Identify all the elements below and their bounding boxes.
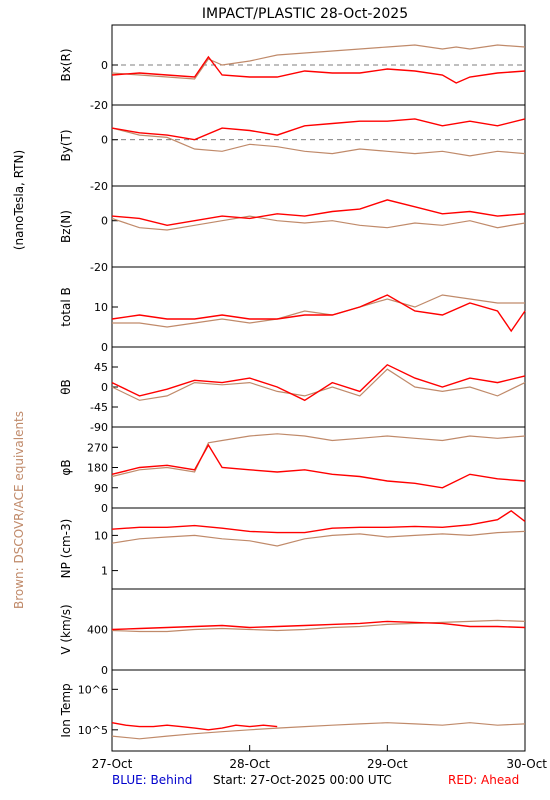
panel-temp: 10^6 10^5 Ion Temp — [59, 669, 526, 752]
footer-start: Start: 27-Oct-2025 00:00 UTC — [213, 773, 392, 787]
panel-ylabel: Ion Temp — [59, 683, 73, 737]
x-tick-label: 28-Oct — [229, 757, 270, 771]
y-tick-label: -20 — [90, 180, 108, 193]
y-tick-label: 10 — [94, 529, 108, 542]
side-label-brown: Brown: DSCOVR/ACE equivalents — [12, 411, 26, 609]
panel-bz: 0 -20 Bz(N) — [59, 185, 526, 274]
y-tick-label: 1 — [101, 565, 108, 578]
panel-frame — [111, 507, 526, 590]
series-brown — [111, 127, 526, 157]
y-tick-label: -20 — [90, 99, 108, 112]
y-tick-label: 45 — [94, 361, 108, 374]
panel-frame — [111, 669, 526, 752]
y-tick-label: 0 — [101, 59, 108, 72]
panel-ylabel: Bx(R) — [59, 48, 73, 81]
panel-v: 400 0 V (km/s) — [59, 588, 526, 677]
series-brown — [112, 294, 525, 328]
series-brown — [111, 44, 526, 80]
panel-frame — [111, 588, 526, 671]
y-tick-label: 180 — [87, 462, 108, 475]
side-label-units: (nanoTesla, RTN) — [12, 150, 26, 250]
panel-frame — [111, 185, 526, 268]
y-tick-label: 270 — [87, 441, 108, 454]
panel-ylabel: V (km/s) — [59, 604, 73, 654]
panel-phi: 270 180 90 0 φB — [59, 426, 526, 515]
series-brown — [111, 433, 526, 478]
series-ahead — [111, 118, 526, 141]
y-tick-label: -20 — [90, 261, 108, 274]
x-tick-label: 27-Oct — [92, 757, 133, 771]
panel-ylabel: By(T) — [59, 129, 73, 161]
y-tick-label: 0 — [101, 215, 108, 228]
y-tick-label: 400 — [87, 624, 108, 637]
y-tick-label: 10^5 — [78, 724, 108, 737]
y-tick-label: 0 — [101, 381, 108, 394]
series-ahead — [111, 55, 526, 84]
x-tick-label: 30-Oct — [506, 757, 547, 771]
panel-frame — [111, 426, 526, 509]
series-brown — [111, 530, 526, 547]
series-ahead — [111, 199, 526, 227]
panel-ylabel: Bz(N) — [59, 210, 73, 243]
panel-np: 10 1 NP (cm-3) — [59, 507, 526, 590]
figure-title: IMPACT/PLASTIC 28-Oct-2025 — [202, 6, 408, 22]
x-tick-label: 29-Oct — [367, 757, 408, 771]
y-tick-label: -45 — [90, 401, 108, 414]
y-tick-label: 0 — [101, 341, 108, 354]
panel-btot: 10 0 total B — [59, 266, 526, 354]
y-tick-label: 0 — [101, 664, 108, 677]
series-ahead — [111, 620, 526, 631]
panel-frame — [111, 266, 526, 348]
footer-blue: BLUE: Behind — [112, 773, 192, 787]
series-brown — [111, 215, 526, 231]
panel-frame — [111, 104, 526, 187]
series-ahead — [111, 363, 526, 402]
panel-ylabel: NP (cm-3) — [59, 519, 73, 579]
series-ahead — [111, 509, 526, 534]
x-axis: 27-Oct 28-Oct 29-Oct 30-Oct — [92, 745, 547, 771]
y-tick-label: 10^6 — [78, 683, 108, 696]
series-brown — [111, 722, 526, 740]
series-ahead — [111, 722, 278, 731]
y-tick-label: 0 — [101, 134, 108, 147]
panel-ylabel: total B — [59, 287, 73, 327]
series-ahead — [111, 443, 526, 489]
series-ahead — [111, 294, 526, 333]
y-tick-label: 90 — [94, 482, 108, 495]
y-tick-label: 10 — [94, 301, 108, 314]
panel-bx: 0 -20 Bx(R) — [59, 24, 526, 112]
panel-by: 0 -20 By(T) — [59, 104, 526, 193]
series-brown — [111, 619, 526, 633]
panel-ylabel: θB — [59, 379, 73, 395]
panel-ylabel: φB — [59, 459, 73, 475]
y-tick-label: 0 — [101, 502, 108, 515]
panel-theta: 45 0 -45 -90 θB — [59, 346, 526, 434]
y-tick-label: -90 — [90, 421, 108, 434]
series-brown — [111, 368, 526, 401]
footer-red: RED: Ahead — [448, 773, 519, 787]
